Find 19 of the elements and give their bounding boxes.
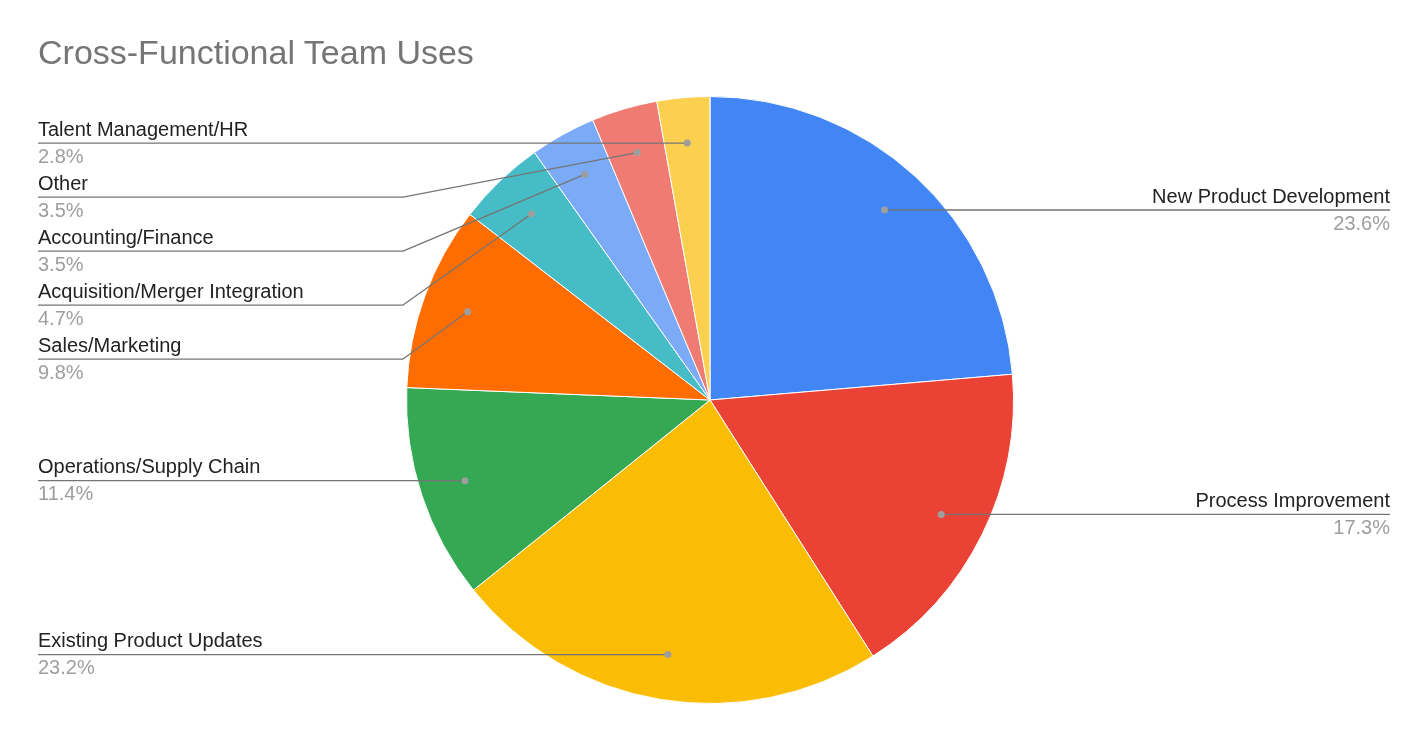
slice-label: Other: [38, 171, 89, 194]
slice-label: New Product Development: [1152, 184, 1391, 207]
slice-label: Acquisition/Merger Integration: [38, 279, 304, 302]
data-label: 3.5%: [38, 198, 84, 221]
data-label: 4.7%: [38, 306, 84, 329]
slice-label: Operations/Supply Chain: [38, 455, 261, 478]
slice-label: Accounting/Finance: [38, 225, 214, 248]
data-label: 2.8%: [38, 144, 84, 167]
data-label: 23.2%: [38, 656, 95, 679]
slice-label: Talent Management/HR: [38, 117, 249, 140]
data-label: 9.8%: [38, 360, 84, 383]
data-label: 17.3%: [1333, 515, 1391, 538]
data-label: 11.4%: [38, 482, 94, 505]
data-label: 23.6%: [1333, 211, 1391, 234]
slice-label: Sales/Marketing: [38, 333, 182, 356]
slice-label: Existing Product Updates: [38, 629, 263, 652]
slice-label: Process Improvement: [1195, 488, 1391, 511]
data-label: 3.5%: [38, 252, 84, 275]
chart-title: Cross-Functional Team Uses: [38, 33, 474, 71]
